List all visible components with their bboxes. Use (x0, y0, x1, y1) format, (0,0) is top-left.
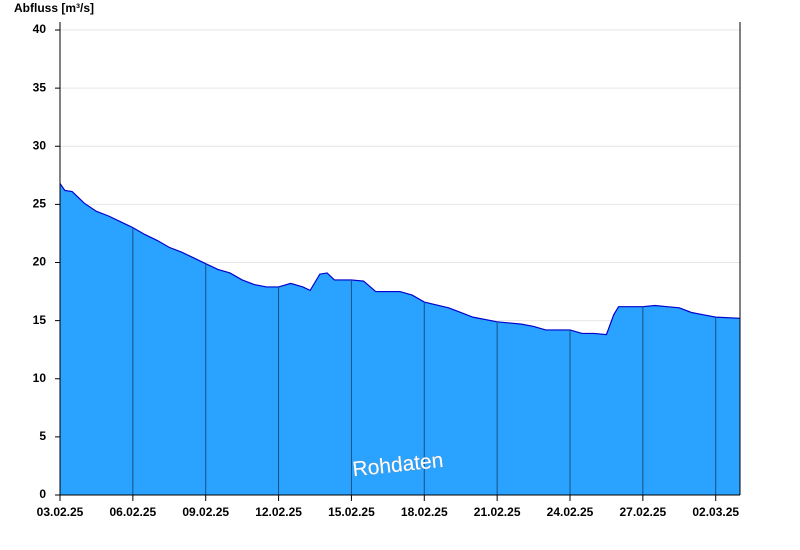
y-axis-label: Abfluss [m³/s] (14, 1, 94, 15)
x-tick-label: 02.03.25 (692, 505, 739, 519)
y-tick-label: 30 (33, 138, 47, 152)
x-tick-label: 18.02.25 (401, 505, 448, 519)
x-tick-label: 21.02.25 (474, 505, 521, 519)
x-tick-label: 12.02.25 (255, 505, 302, 519)
y-tick-label: 25 (33, 197, 47, 211)
x-tick-label: 27.02.25 (619, 505, 666, 519)
y-tick-label: 10 (33, 371, 47, 385)
y-tick-label: 35 (33, 80, 47, 94)
area (60, 183, 740, 495)
y-tick-label: 0 (39, 487, 46, 501)
y-tick-label: 5 (39, 429, 46, 443)
x-tick-label: 15.02.25 (328, 505, 375, 519)
y-tick-label: 40 (33, 22, 47, 36)
x-tick-label: 06.02.25 (109, 505, 156, 519)
x-tick-label: 09.02.25 (182, 505, 229, 519)
y-tick-label: 15 (33, 313, 47, 327)
x-tick-label: 24.02.25 (547, 505, 594, 519)
y-tick-label: 20 (33, 255, 47, 269)
x-tick-label: 03.02.25 (37, 505, 84, 519)
